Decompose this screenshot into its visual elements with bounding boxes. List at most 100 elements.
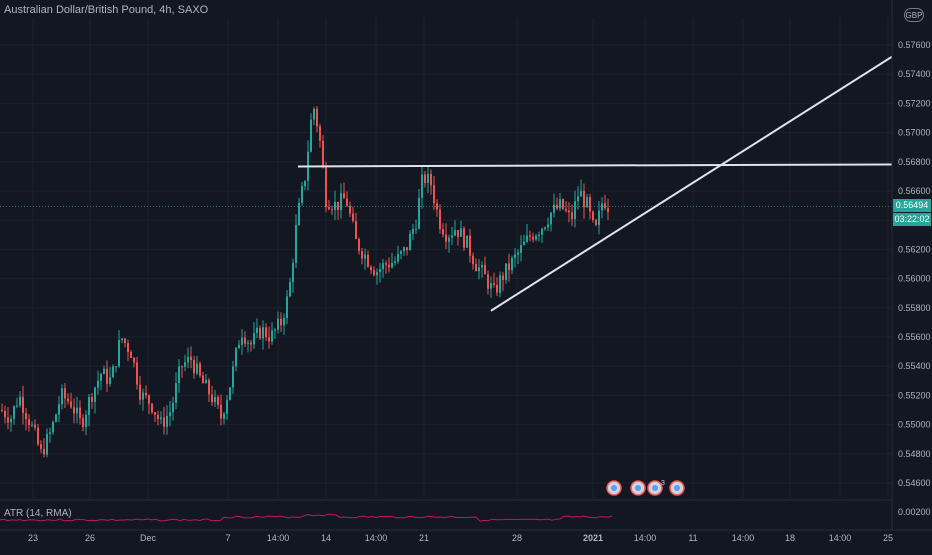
candle-body xyxy=(67,398,69,402)
candle-body xyxy=(385,263,387,265)
candle-body xyxy=(310,119,312,152)
candle-body xyxy=(88,397,90,415)
candle-body xyxy=(490,283,492,289)
candle-body xyxy=(97,380,99,388)
time-tick-label: 25 xyxy=(883,533,893,543)
flag-dot xyxy=(635,485,641,491)
candle-body xyxy=(358,238,360,251)
candle-body xyxy=(40,444,42,450)
candle-body xyxy=(73,407,75,414)
candle-body xyxy=(160,417,162,420)
candle-body xyxy=(1,410,3,411)
candle-body xyxy=(262,327,264,339)
candle-body xyxy=(265,327,267,338)
candle-body xyxy=(52,421,54,433)
candle-body xyxy=(604,203,606,209)
time-tick-label: Dec xyxy=(140,533,157,543)
candle-body xyxy=(127,343,129,352)
trendline-drawings[interactable] xyxy=(297,55,893,312)
candle-body xyxy=(85,414,87,428)
candle-body xyxy=(130,351,132,358)
candle-body xyxy=(475,264,477,272)
candle-body xyxy=(166,415,168,427)
candle-body xyxy=(370,266,372,271)
candle-body xyxy=(559,199,561,209)
chart-title: Australian Dollar/British Pound, 4h, SAX… xyxy=(4,4,209,16)
candle-body xyxy=(172,402,174,413)
atr-label[interactable]: ATR (14, RMA) xyxy=(4,508,72,519)
candle-body xyxy=(469,235,471,256)
candle-body xyxy=(280,318,282,326)
candle-body xyxy=(289,282,291,297)
candle-body xyxy=(106,368,108,384)
price-tick-label: 0.57600 xyxy=(898,40,931,50)
currency-button[interactable]: GBP xyxy=(904,8,924,22)
candle-body xyxy=(592,211,594,221)
atr-panel: 0.00200 xyxy=(0,507,931,522)
candle-body xyxy=(412,229,414,234)
candle-body xyxy=(292,262,294,283)
candle-body xyxy=(403,247,405,252)
candle-body xyxy=(271,330,273,342)
price-tick-label: 0.56200 xyxy=(898,244,931,254)
candle-body xyxy=(199,363,201,376)
candle-body xyxy=(517,252,519,255)
price-tick-label: 0.55000 xyxy=(898,420,931,430)
candle-body xyxy=(493,283,495,285)
event-count: 3 xyxy=(661,480,665,487)
candle-body xyxy=(319,126,321,141)
time-tick-label: 28 xyxy=(512,533,522,543)
time-tick-label: 26 xyxy=(85,533,95,543)
candle-body xyxy=(235,348,237,367)
candle-body xyxy=(259,327,261,339)
candle-body xyxy=(286,296,288,319)
price-tick-label: 0.56600 xyxy=(898,186,931,196)
grid-lines xyxy=(0,18,892,498)
candle-body xyxy=(283,318,285,326)
candle-body xyxy=(25,413,27,420)
time-tick-label: 21 xyxy=(419,533,429,543)
candle-body xyxy=(418,197,420,229)
candle-body xyxy=(298,202,300,225)
candle-body xyxy=(220,404,222,419)
candle-body xyxy=(346,198,348,207)
candle-body xyxy=(247,342,249,344)
candle-body xyxy=(250,342,252,345)
candle-body xyxy=(541,228,543,235)
candle-body xyxy=(49,432,51,434)
candle-body xyxy=(463,228,465,248)
candle-body xyxy=(325,167,327,208)
candle-body xyxy=(154,412,156,415)
candle-body xyxy=(19,396,21,406)
candle-body xyxy=(10,418,12,423)
candle-body xyxy=(241,337,243,345)
support-trendline[interactable] xyxy=(490,55,893,312)
candle-body xyxy=(139,384,141,400)
candle-body xyxy=(193,359,195,374)
candle-body xyxy=(577,196,579,202)
candle-body xyxy=(445,234,447,242)
candle-body xyxy=(340,193,342,210)
candle-body xyxy=(526,235,528,242)
flag-dot xyxy=(674,485,680,491)
candle-body xyxy=(37,427,39,445)
candle-body xyxy=(304,180,306,187)
candle-body xyxy=(448,237,450,242)
candle-body xyxy=(439,209,441,230)
price-tick-label: 0.55800 xyxy=(898,303,931,313)
time-tick-label: 14:00 xyxy=(267,533,290,543)
candle-body xyxy=(22,396,24,414)
candlestick-series xyxy=(0,106,892,458)
candle-body xyxy=(571,212,573,220)
time-tick-label: 14:00 xyxy=(634,533,657,543)
candle-body xyxy=(391,262,393,268)
candle-body xyxy=(343,193,345,199)
resistance-line[interactable] xyxy=(297,163,893,168)
event-markers[interactable]: 3 xyxy=(606,480,685,496)
candle-body xyxy=(232,366,234,388)
candle-body xyxy=(352,213,354,222)
candle-body xyxy=(169,412,171,416)
candle-body xyxy=(124,338,126,344)
